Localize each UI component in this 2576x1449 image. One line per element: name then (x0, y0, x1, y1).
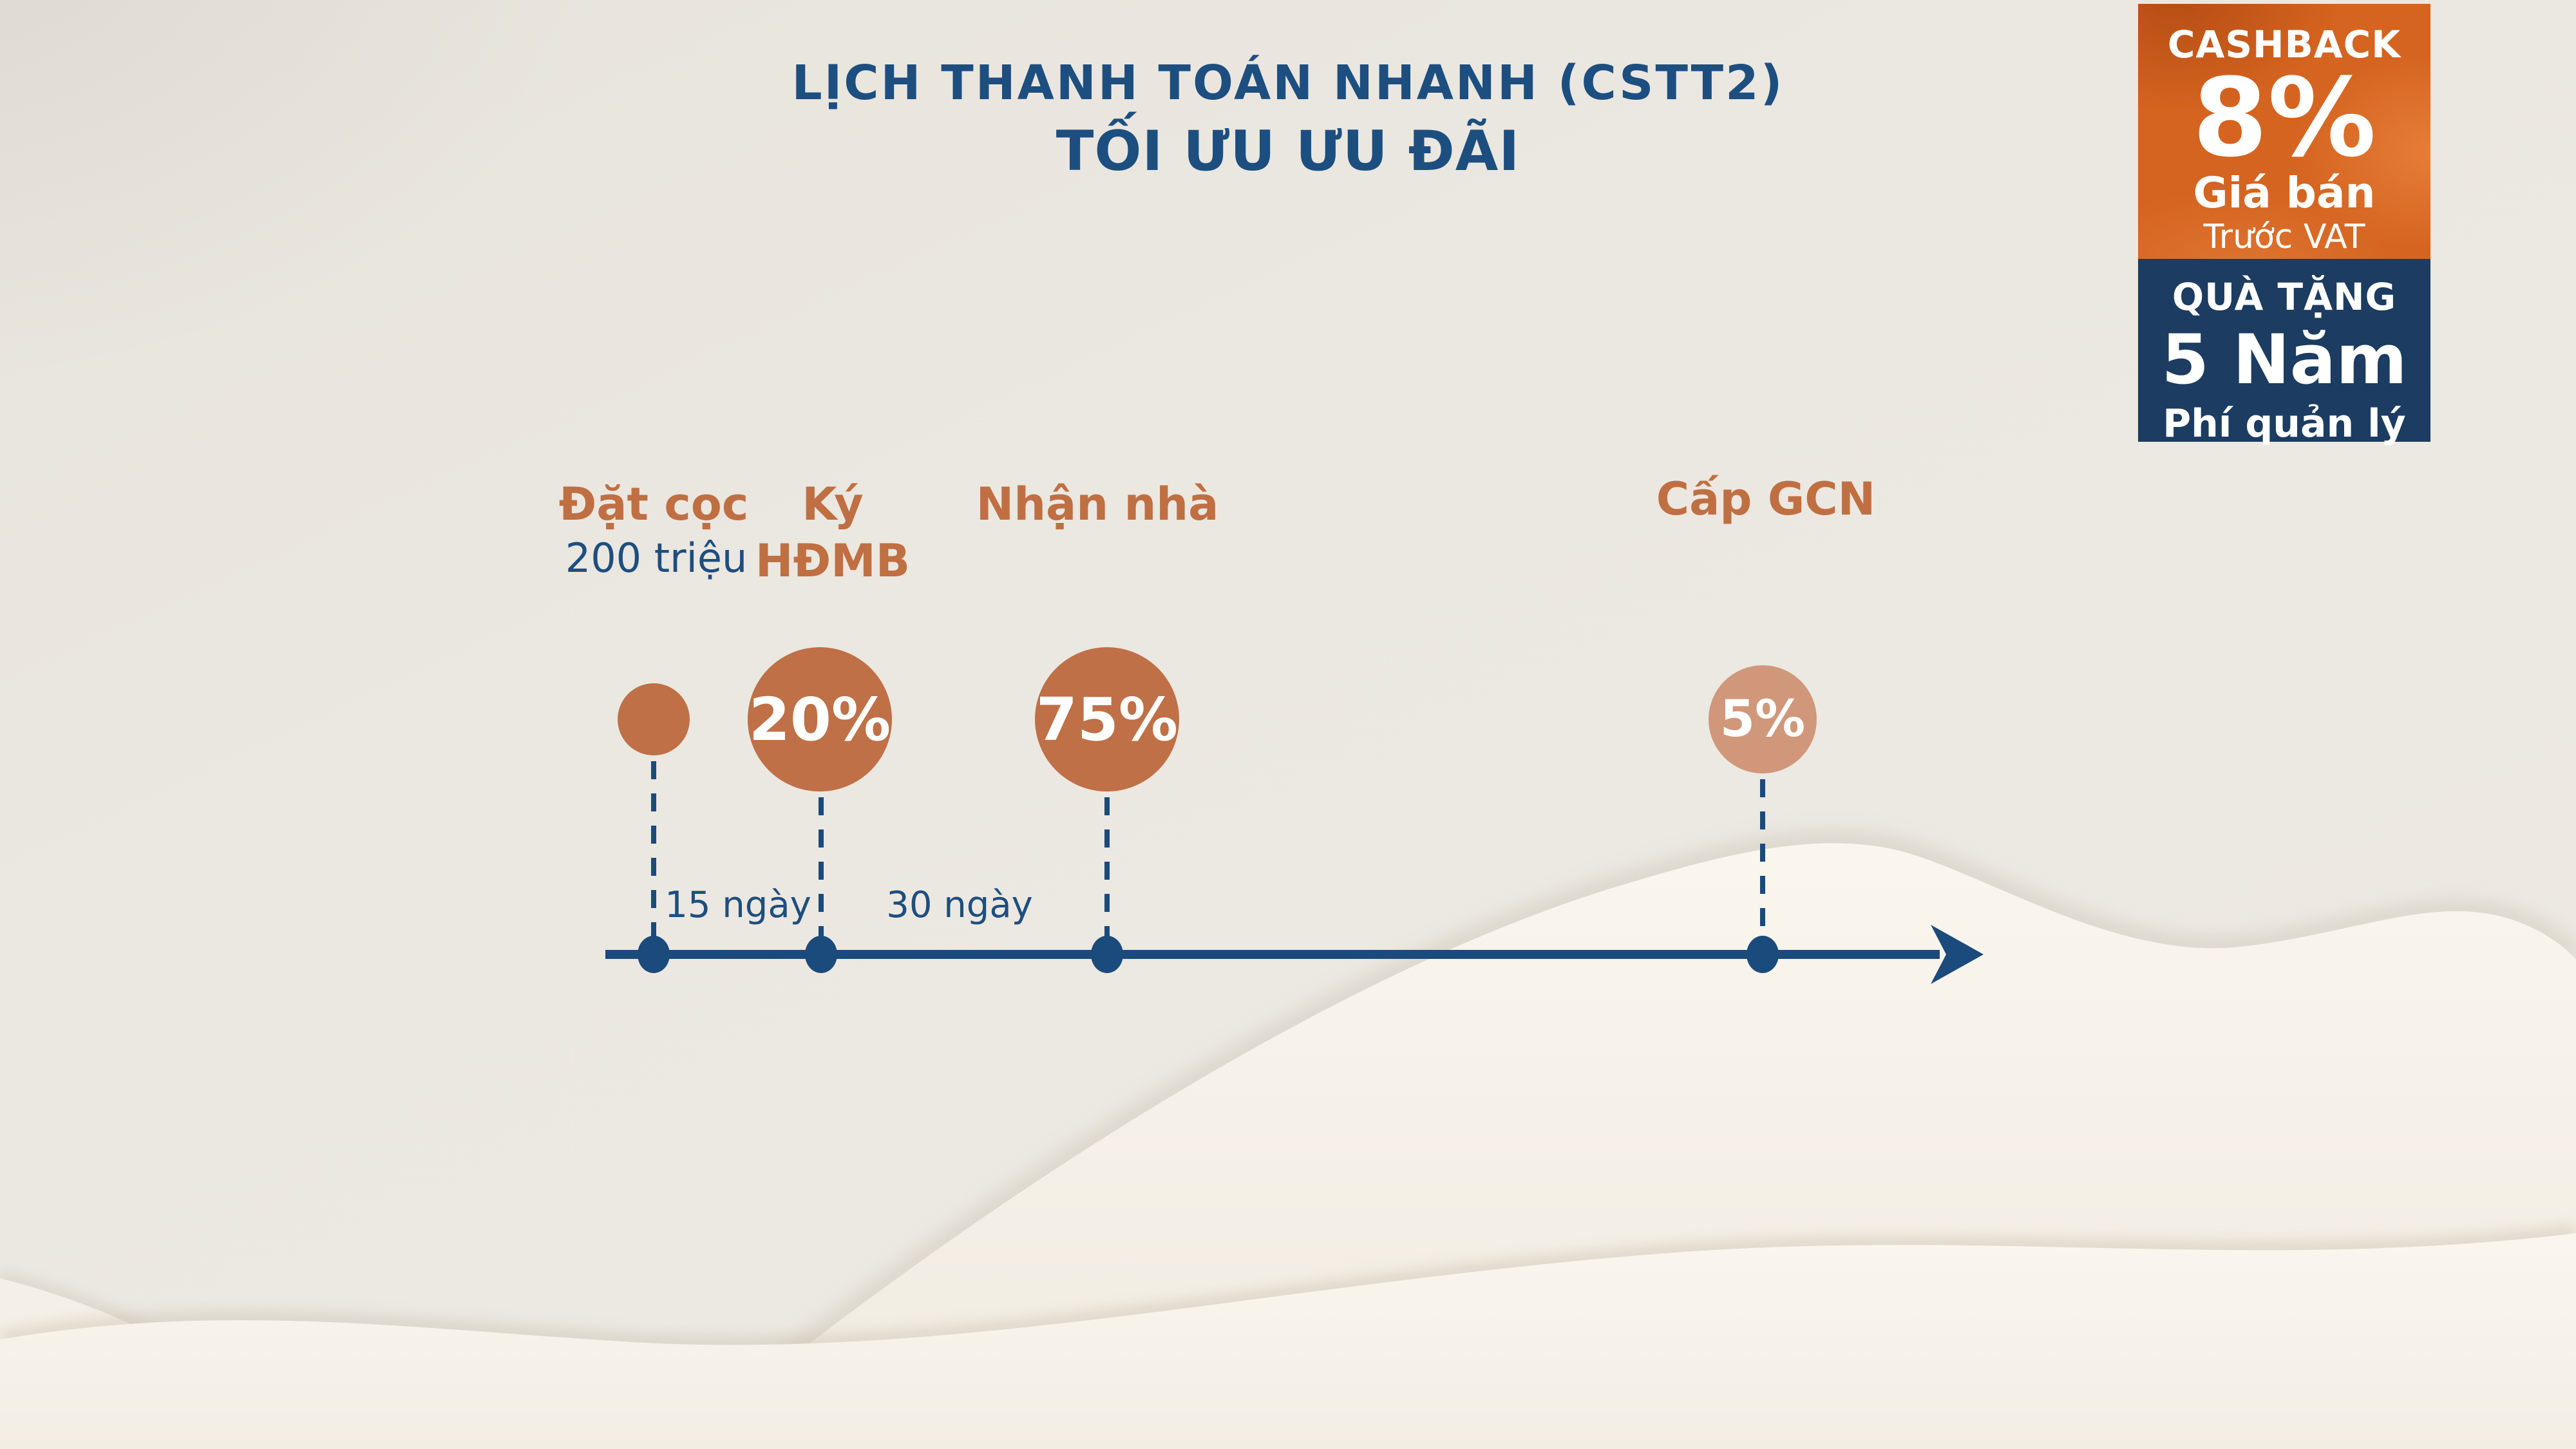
gift-value: 5 Năm (2161, 320, 2407, 399)
cashback-value: 8% (2192, 55, 2376, 181)
milestone-label-dat-coc: Đặt cọc (558, 478, 749, 531)
cashback-subject: Giá bán (2193, 168, 2376, 218)
page-title-line1: LỊCH THANH TOÁN NHANH (CSTT2) (791, 55, 1785, 111)
milestone-label-ky: Ký (802, 478, 864, 531)
gift-heading: QUÀ TẶNG (2172, 275, 2397, 319)
page-title: LỊCH THANH TOÁN NHANH (CSTT2) TỐI ƯU ƯU … (0, 59, 2576, 179)
payment-percent-5: 5% (1719, 690, 1806, 748)
page-title-line2: TỐI ƯU ƯU ĐÃI (1056, 119, 1520, 184)
gift-badge: QUÀ TẶNG 5 Năm Phí quản lý (2138, 259, 2430, 446)
cashback-note: Trước VAT (2203, 218, 2365, 257)
payment-circle-5: 5% (1709, 665, 1817, 773)
interval-label-15-ngay: 15 ngày (665, 884, 811, 926)
interval-label-30-ngay: 30 ngày (886, 884, 1033, 926)
cashback-heading: CASHBACK (2167, 23, 2401, 66)
cashback-badge: CASHBACK 8% Giá bán Trước VAT (2138, 4, 2430, 259)
milestone-label-hdmb: HĐMB (755, 535, 911, 587)
front-wave (0, 1233, 2576, 1449)
milestone-label-nhan-nha: Nhận nhà (976, 478, 1219, 531)
payment-percent-20: 20% (748, 685, 891, 754)
payment-circle-75: 75% (1035, 647, 1179, 791)
payment-circle-20: 20% (748, 647, 892, 791)
milestone-sublabel-dat-coc: 200 triệu (565, 535, 748, 582)
promo-badge: CASHBACK 8% Giá bán Trước VAT QUÀ TẶNG 5… (2138, 4, 2430, 446)
payment-percent-75: 75% (1036, 685, 1179, 754)
gift-note: Phí quản lý (2163, 401, 2406, 446)
milestone-label-cap-gcn: Cấp GCN (1656, 473, 1876, 526)
deposit-circle (618, 683, 690, 755)
